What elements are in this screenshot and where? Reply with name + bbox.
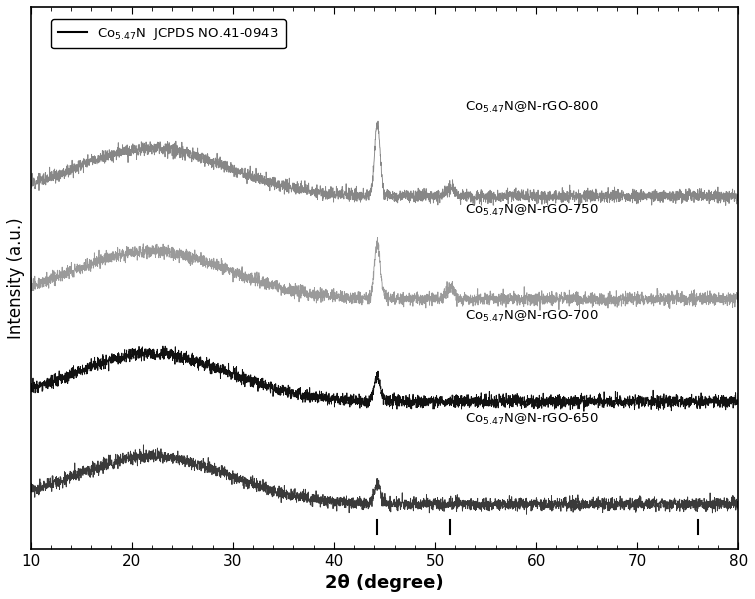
- Text: Co$_{5.47}$N@N-rGO-650: Co$_{5.47}$N@N-rGO-650: [465, 412, 599, 426]
- Legend: Co$_{5.47}$N  JCPDS NO.41-0943: Co$_{5.47}$N JCPDS NO.41-0943: [51, 19, 285, 48]
- Text: Co$_{5.47}$N@N-rGO-800: Co$_{5.47}$N@N-rGO-800: [465, 100, 599, 115]
- Text: Co$_{5.47}$N@N-rGO-750: Co$_{5.47}$N@N-rGO-750: [465, 203, 599, 218]
- Text: Co$_{5.47}$N@N-rGO-700: Co$_{5.47}$N@N-rGO-700: [465, 309, 599, 324]
- Y-axis label: Intensity (a.u.): Intensity (a.u.): [7, 217, 25, 338]
- X-axis label: 2θ (degree): 2θ (degree): [325, 574, 444, 592]
